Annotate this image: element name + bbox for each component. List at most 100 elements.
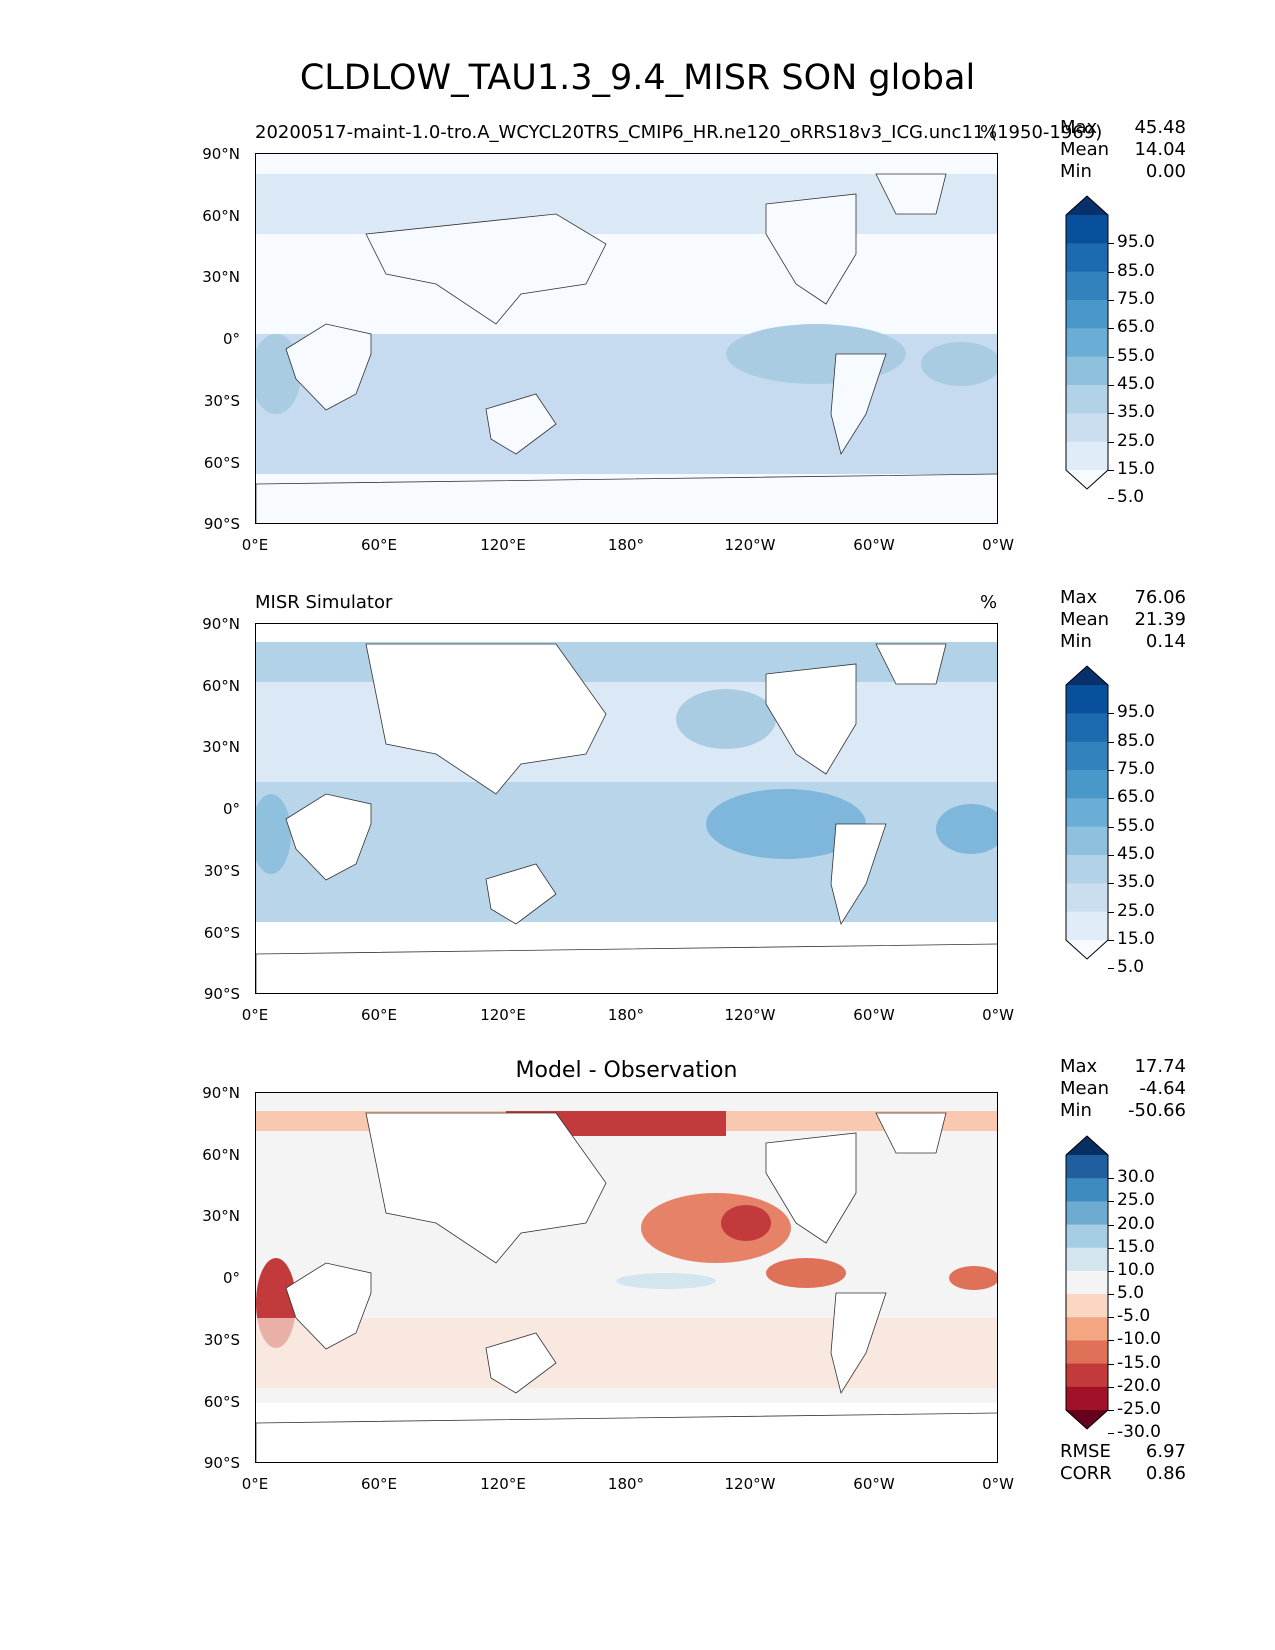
colorbar-extend-min	[1066, 470, 1108, 489]
lon-label-120w: 120°W	[724, 1006, 776, 1024]
colorbar-tick	[1108, 741, 1114, 743]
colorbar-tick	[1108, 1247, 1114, 1249]
stat-label: Mean	[1060, 139, 1110, 160]
colorbar-label: 85.0	[1117, 260, 1155, 281]
colorbar-bin	[1066, 911, 1108, 941]
lat-label-60s: 60°S	[203, 454, 240, 472]
lon-label-180: 180°	[607, 536, 645, 554]
stat-value: 76.06	[1134, 587, 1186, 608]
colorbar-label: 15.0	[1117, 459, 1155, 479]
colorbar-bin	[1066, 798, 1108, 828]
lat-label-60n: 60°N	[202, 677, 240, 695]
corr-label: CORR	[1060, 1463, 1112, 1484]
map-panel-difference	[255, 1092, 998, 1463]
colorbar-tick	[1108, 243, 1114, 245]
colorbar-tick	[1108, 826, 1114, 828]
figure-title: CLDLOW_TAU1.3_9.4_MISR SON global	[299, 58, 976, 98]
colorbar-tick	[1108, 385, 1114, 386]
colorbar-bin	[1066, 713, 1108, 743]
colorbar-extend-max	[1066, 196, 1108, 215]
colorbar-tick	[1108, 498, 1114, 500]
rmse-value: 6.97	[1145, 1441, 1186, 1462]
lon-label-60w: 60°W	[853, 1006, 895, 1024]
rmse-corr-block: RMSE 6.97 CORR 0.86	[1060, 1441, 1186, 1485]
colorbar-svg	[1065, 665, 1109, 960]
lat-label-90s: 90°S	[203, 1454, 240, 1472]
colorbar-tick	[1108, 713, 1114, 715]
colorbar-bin	[1066, 1340, 1108, 1365]
colorbar-tick	[1108, 271, 1114, 273]
colorbar-tick	[1108, 300, 1114, 301]
colorbar-bin	[1066, 215, 1108, 244]
colorbar-bin	[1066, 1363, 1108, 1388]
stat-value: 45.48	[1134, 117, 1186, 138]
colorbar-tick	[1108, 470, 1114, 471]
colorbar-tick	[1108, 1410, 1114, 1411]
lon-label-60w: 60°W	[853, 1475, 895, 1493]
lon-label-0e: 0°E	[241, 536, 269, 554]
colorbar-extend-min	[1066, 1410, 1108, 1429]
panel-units: %	[980, 122, 998, 143]
stat-value: 0.00	[1145, 161, 1186, 182]
colorbar-tick	[1108, 1201, 1114, 1203]
colorbar-label: 25.0	[1117, 430, 1155, 451]
colorbar-label: 35.0	[1117, 872, 1155, 893]
colorbar-label: -20.0	[1117, 1375, 1161, 1396]
colorbar-bin	[1066, 826, 1108, 856]
lat-label-90n: 90°N	[202, 1084, 240, 1102]
stat-label: Min	[1060, 1100, 1092, 1121]
colorbar-label: 95.0	[1117, 702, 1155, 723]
lat-label-30s: 30°S	[203, 1331, 240, 1349]
colorbar-bin	[1066, 1270, 1108, 1295]
colorbar-bin	[1066, 1178, 1108, 1202]
colorbar-tick	[1108, 1224, 1114, 1226]
lat-label-0: 0°	[222, 800, 240, 818]
corr-value: 0.86	[1145, 1463, 1186, 1484]
stat-label: Mean	[1060, 1078, 1110, 1099]
colorbar-bin	[1066, 413, 1108, 443]
colorbar-label: 10.0	[1117, 1259, 1155, 1280]
colorbar-label: -10.0	[1117, 1329, 1161, 1350]
colorbar-tick	[1108, 328, 1114, 330]
colorbar-tick	[1108, 1178, 1114, 1180]
colorbar-bin	[1066, 356, 1108, 386]
lat-label-90s: 90°S	[203, 515, 240, 533]
map-panel-model	[255, 153, 998, 524]
colorbar-bin	[1066, 685, 1108, 714]
colorbar-bin	[1066, 243, 1108, 273]
stat-value: 17.74	[1134, 1056, 1186, 1077]
colorbar-tick	[1108, 1433, 1114, 1435]
colorbar-label: 15.0	[1117, 929, 1155, 949]
lat-label-90n: 90°N	[202, 615, 240, 633]
colorbar-label: 45.0	[1117, 844, 1155, 864]
colorbar-label: 55.0	[1117, 815, 1155, 836]
lon-label-60e: 60°E	[360, 1475, 398, 1493]
lon-label-180: 180°	[607, 1475, 645, 1493]
colorbar-observation: 95.0 85.0 75.0 65.0 55.0 45.0 35.0 25.0 15.0 5.0	[1065, 665, 1197, 977]
colorbar-bin	[1066, 1294, 1108, 1318]
stat-label: Mean	[1060, 609, 1110, 630]
lat-label-30n: 30°N	[202, 268, 240, 286]
stat-value: 14.04	[1134, 139, 1186, 160]
rmse-label: RMSE	[1060, 1441, 1111, 1462]
colorbar-tick	[1108, 1340, 1114, 1342]
colorbar-difference: 30.0 25.0 20.0 15.0 10.0 5.0 -5.0 -10.0 -15.0 -20…	[1065, 1135, 1197, 1442]
colorbar-label: 25.0	[1117, 900, 1155, 921]
colorbar-extend-max	[1066, 1136, 1108, 1155]
colorbar-label: 25.0	[1117, 1190, 1155, 1211]
colorbar-extend-min	[1066, 940, 1108, 959]
stats-block: Max 17.74 Mean -4.64 Min -50.66	[1060, 1056, 1186, 1122]
lat-label-30n: 30°N	[202, 1207, 240, 1225]
colorbar-bin	[1066, 300, 1108, 329]
colorbar-label: -15.0	[1117, 1352, 1161, 1373]
colorbar-label: -25.0	[1117, 1399, 1161, 1419]
colorbar-bin	[1066, 855, 1108, 884]
panel-title-center: Model - Observation	[515, 1058, 738, 1083]
colorbar-bin	[1066, 741, 1108, 771]
lon-label-0e: 0°E	[241, 1475, 269, 1493]
colorbar-svg	[1065, 195, 1109, 490]
colorbar-tick	[1108, 798, 1114, 800]
stat-label: Max	[1060, 117, 1098, 138]
colorbar-tick	[1108, 413, 1114, 415]
colorbar-label: 5.0	[1117, 487, 1145, 508]
